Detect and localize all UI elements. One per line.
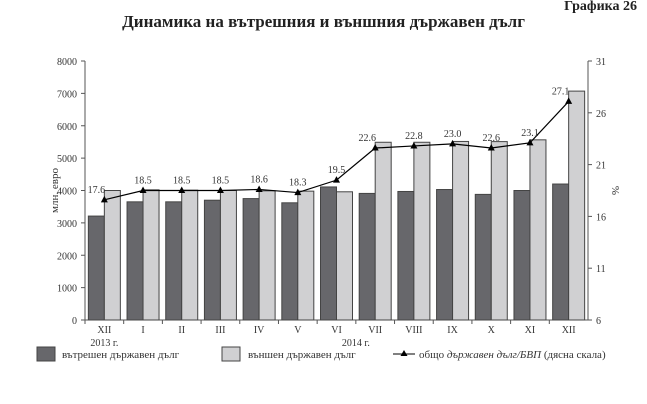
legend-swatch-external: [221, 346, 241, 362]
x-tick-label: II: [178, 325, 185, 336]
legend-label-debt-gdp: общо държавен дълг/БВП (дясна скала): [419, 349, 606, 361]
chart-caption: Графика 26: [564, 0, 637, 14]
bar-domestic: [126, 201, 144, 321]
bar-external: [336, 191, 353, 321]
data-label: 17.6: [88, 185, 106, 196]
x-tick-label: IV: [254, 325, 265, 336]
x-tick-label: XII: [97, 325, 111, 336]
y2-tick-label: 6: [596, 316, 601, 327]
bar-domestic: [242, 198, 260, 321]
legend-label-part: (дясна скала): [541, 349, 606, 361]
chart-title: Динамика на вътрешния и външния държавен…: [122, 12, 525, 31]
data-label: 27.1: [552, 86, 570, 97]
year-label: 2013 г.: [90, 338, 118, 349]
data-label: 19.5: [328, 165, 346, 176]
data-label: 22.8: [405, 131, 423, 142]
line-marker: [333, 176, 340, 183]
data-label: 23.1: [521, 128, 539, 139]
y2-tick-label: 31: [596, 57, 606, 68]
x-tick-label: XII: [562, 325, 576, 336]
data-label: 18.5: [134, 176, 152, 187]
x-tick-label: VIII: [405, 325, 422, 336]
bar-domestic: [320, 186, 337, 321]
y2-tick-label: 11: [596, 264, 606, 275]
bar-external: [103, 190, 121, 321]
line-marker: [139, 186, 147, 193]
bar-domestic: [552, 183, 570, 321]
y-tick-label: 1000: [57, 284, 77, 295]
line-marker: [487, 144, 495, 151]
bar-external: [452, 140, 470, 321]
line-marker: [100, 195, 108, 203]
data-label: 18.5: [173, 176, 191, 187]
bar-external: [568, 90, 586, 321]
x-tick-label: IX: [447, 325, 458, 336]
legend-label-external: външен държавен дълг: [248, 349, 356, 361]
y-tick-label: 3000: [57, 219, 77, 230]
y2-tick-label: 16: [596, 212, 606, 223]
line-marker: [371, 144, 379, 151]
legend-swatch-domestic: [36, 346, 56, 362]
y-axis-label: млн. евро: [49, 168, 61, 213]
y-tick-label: 0: [72, 316, 77, 327]
data-label: 18.3: [289, 178, 307, 189]
line-marker: [255, 185, 263, 192]
legend-label-domestic: вътрешен държавен дълг: [62, 349, 180, 361]
bar-external: [374, 141, 392, 321]
line-marker: [178, 186, 186, 193]
data-label: 22.6: [483, 133, 501, 144]
y-tick-label: 6000: [57, 122, 77, 133]
legend-marker: [400, 350, 408, 356]
bar-external: [258, 190, 276, 321]
bar-domestic: [436, 189, 454, 321]
data-label: 18.5: [212, 176, 230, 187]
y-tick-label: 5000: [57, 154, 77, 165]
x-tick-label: III: [215, 325, 225, 336]
bar-external: [490, 141, 508, 321]
y-tick-label: 4000: [57, 187, 77, 198]
line-marker: [410, 141, 418, 149]
line-marker: [294, 188, 302, 196]
y2-tick-label: 26: [596, 109, 606, 120]
x-tick-label: V: [294, 325, 302, 336]
line-marker: [565, 97, 573, 104]
bar-domestic: [87, 215, 105, 321]
x-tick-label: VII: [368, 325, 382, 336]
bar-domestic: [281, 202, 299, 321]
legend-label-part: общо: [419, 349, 447, 361]
y-tick-label: 7000: [57, 89, 77, 100]
y2-tick-label: 21: [596, 161, 606, 172]
bar-domestic: [165, 201, 183, 321]
bar-external: [181, 189, 199, 321]
line-marker: [526, 138, 534, 146]
y-tick-label: 8000: [57, 57, 77, 68]
line-marker: [216, 186, 224, 193]
bar-external: [413, 141, 431, 321]
bar-domestic: [474, 193, 492, 321]
x-tick-label: X: [488, 325, 496, 336]
bar-external: [142, 189, 160, 321]
data-label: 18.6: [250, 174, 268, 185]
bar-domestic: [203, 199, 221, 321]
bar-external: [529, 139, 547, 321]
bar-domestic: [513, 190, 531, 321]
bar-external: [297, 190, 315, 321]
bar-domestic: [358, 192, 376, 321]
y-tick-label: 2000: [57, 251, 77, 262]
x-tick-label: XI: [525, 325, 536, 336]
data-label: 23.0: [444, 129, 462, 140]
y2-axis-label: %: [609, 186, 621, 195]
x-tick-label: I: [141, 325, 144, 336]
legend-label-part: държавен дълг/БВП: [447, 349, 542, 361]
year-label: 2014 г.: [342, 338, 370, 349]
line-marker: [449, 139, 457, 147]
bar-external: [219, 190, 237, 321]
data-label: 22.6: [358, 133, 376, 144]
x-tick-label: VI: [331, 325, 342, 336]
bar-domestic: [397, 190, 415, 321]
